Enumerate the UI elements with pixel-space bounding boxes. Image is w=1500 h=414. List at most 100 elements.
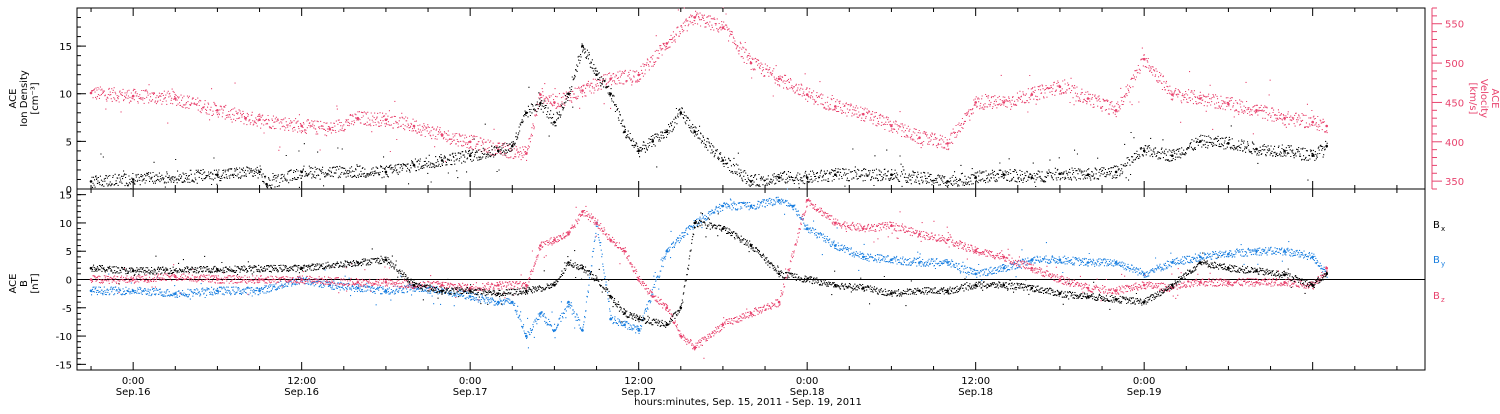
x-axis: 0:00Sep.1612:00Sep.160:00Sep.1712:00Sep.… — [90, 8, 1398, 398]
x-tick-time: 0:00 — [1133, 376, 1155, 387]
density-point — [1171, 154, 1174, 157]
velocity-point — [1283, 116, 1286, 120]
velocity-tick-label: 350 — [1445, 177, 1464, 188]
b-tick-label: 10 — [59, 219, 72, 230]
velocity-tick-label: 550 — [1445, 20, 1464, 31]
by-point — [1255, 249, 1258, 253]
bx-trace — [91, 212, 1328, 328]
velocity-axis-title: [km/s] — [1467, 83, 1478, 115]
b-axis-title: ACE — [8, 274, 19, 294]
b-tick-label: 15 — [59, 191, 72, 202]
x-tick-time: 12:00 — [961, 376, 990, 387]
x-tick-date: Sep.16 — [116, 387, 151, 398]
velocity-point — [946, 142, 949, 145]
velocity-point — [468, 140, 472, 144]
bz-point — [525, 283, 528, 287]
velocity-point — [89, 91, 93, 95]
density-point — [468, 154, 472, 157]
bx-point — [679, 306, 683, 310]
bz-point — [539, 244, 542, 247]
by-point — [637, 329, 640, 332]
velocity-point — [539, 93, 542, 96]
legend-bz-sub: z — [1441, 296, 1445, 304]
velocity-point — [258, 118, 261, 121]
legend-bx-sub: x — [1441, 225, 1445, 233]
density-point — [384, 170, 388, 174]
x-tick-date: Sep.17 — [621, 387, 656, 398]
velocity-point — [1114, 109, 1118, 112]
by-point — [862, 255, 865, 259]
bz-point — [974, 249, 977, 253]
density-tick-label: 10 — [59, 90, 72, 101]
velocity-point — [890, 124, 893, 128]
bz-point — [567, 233, 570, 236]
x-tick-date: Sep.17 — [453, 387, 488, 398]
velocity-axis-title: Velocity — [1478, 79, 1489, 118]
legend-by: B — [1433, 255, 1440, 266]
bx-point — [693, 221, 697, 225]
velocity-point — [1199, 97, 1202, 100]
velocity-point — [525, 152, 528, 155]
velocity-tick-label: 500 — [1445, 59, 1464, 70]
density-point — [651, 140, 654, 143]
legend-bz: B — [1433, 291, 1440, 302]
velocity-point — [609, 77, 612, 81]
by-point — [1283, 249, 1286, 253]
velocity-point — [581, 89, 584, 92]
velocity-point — [749, 61, 753, 65]
density-trace — [91, 43, 1328, 190]
bx-point — [525, 289, 528, 293]
x-tick-time: 12:00 — [624, 376, 653, 387]
legend-bx: B — [1433, 220, 1440, 231]
x-tick-time: 0:00 — [459, 376, 481, 387]
density-tick-label: 5 — [66, 137, 72, 148]
velocity-point — [1227, 102, 1230, 106]
bz-point — [553, 238, 556, 242]
velocity-trace — [91, 7, 1328, 162]
top-panel-frame — [76, 7, 1426, 190]
x-tick-time: 0:00 — [796, 376, 818, 387]
bz-point — [1227, 281, 1230, 284]
velocity-point — [1255, 109, 1258, 112]
bz-point — [1325, 266, 1328, 270]
velocity-point — [805, 93, 809, 96]
velocity-point — [834, 105, 837, 108]
x-tick-date: Sep.18 — [790, 387, 825, 398]
x-axis-label: hours:minutes, Sep. 15, 2011 - Sep. 19, … — [634, 397, 862, 408]
density-point — [1142, 149, 1146, 153]
velocity-point — [637, 73, 640, 77]
density-point — [511, 144, 514, 148]
density-tick-label: 15 — [59, 42, 72, 53]
bz-point — [216, 278, 219, 281]
density-axis-title: ACE — [8, 89, 19, 109]
density-tick-label: 0 — [66, 185, 72, 196]
density-point — [1058, 172, 1062, 176]
bx-point — [946, 289, 949, 293]
b-axis-title: B — [19, 280, 30, 287]
x-tick-date: Sep.16 — [284, 387, 319, 398]
bz-point — [384, 281, 388, 284]
velocity-point — [777, 77, 781, 81]
x-tick-date: Sep.19 — [1127, 387, 1162, 398]
bx-point — [1283, 273, 1286, 277]
density-axis-title: [cm⁻³] — [30, 82, 41, 114]
density-point — [1114, 170, 1118, 174]
density-point — [623, 130, 626, 134]
x-tick-time: 0:00 — [122, 376, 144, 387]
b-tick-label: -15 — [56, 360, 72, 371]
density-point — [300, 170, 304, 174]
by-point — [1002, 266, 1006, 270]
density-point — [693, 130, 697, 134]
bz-point — [665, 306, 669, 310]
b-tick-label: 0 — [66, 276, 72, 287]
density-point — [539, 102, 542, 105]
velocity-point — [974, 101, 977, 104]
b-tick-label: -5 — [62, 304, 72, 315]
velocity-point — [300, 124, 304, 128]
x-tick-date: Sep.18 — [958, 387, 993, 398]
b-axis-title: [nT] — [30, 273, 41, 293]
velocity-point — [174, 97, 177, 100]
